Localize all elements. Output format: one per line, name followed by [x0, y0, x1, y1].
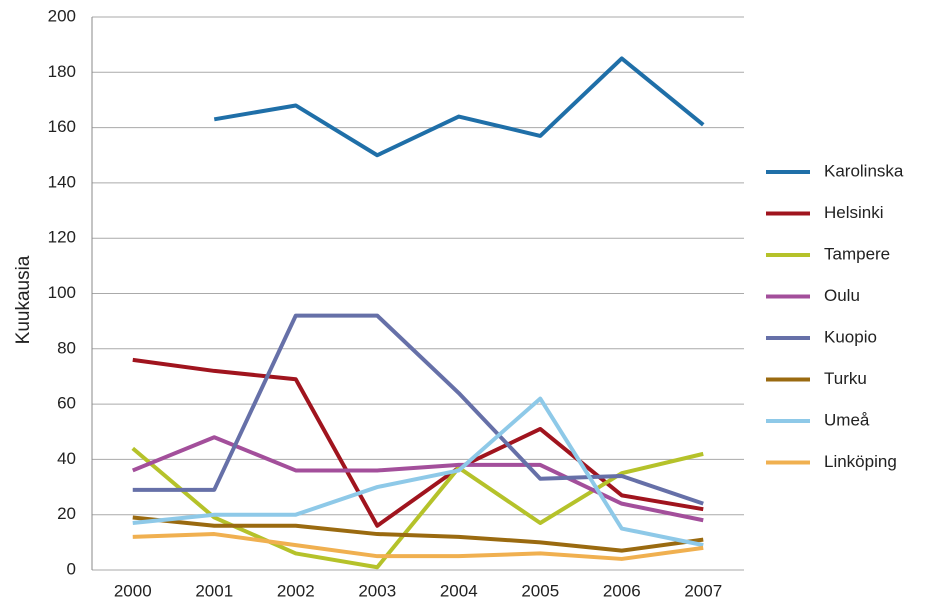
x-tick-label: 2007: [684, 581, 722, 600]
series-line: [213, 56, 705, 158]
y-tick-label: 100: [48, 283, 76, 302]
x-tick-label: 2006: [603, 581, 641, 600]
y-tick-label: 200: [48, 6, 76, 25]
y-tick-label: 60: [57, 394, 76, 413]
series-line: [132, 515, 704, 553]
x-tick-label: 2000: [114, 581, 152, 600]
x-tick-label: 2004: [440, 581, 478, 600]
legend-label: Oulu: [824, 286, 860, 305]
legend-label: Umeå: [824, 410, 870, 429]
series-line: [131, 446, 704, 570]
y-tick-label: 0: [67, 559, 76, 578]
y-tick-label: 20: [57, 504, 76, 523]
series-line: [132, 357, 704, 528]
y-tick-label: 120: [48, 228, 76, 247]
series-line: [132, 396, 704, 548]
y-tick-label: 80: [57, 338, 76, 357]
x-tick-label: 2005: [521, 581, 559, 600]
legend-label: Kuopio: [824, 327, 877, 346]
series-line: [131, 435, 704, 523]
y-tick-label: 180: [48, 62, 76, 81]
x-tick-label: 2003: [358, 581, 396, 600]
y-axis-label: Kuukausia: [13, 255, 34, 344]
series-line: [132, 532, 704, 561]
legend-label: Tampere: [824, 244, 890, 263]
legend-label: Helsinki: [824, 203, 884, 222]
x-tick-label: 2002: [277, 581, 315, 600]
y-tick-label: 40: [57, 449, 76, 468]
series-line: [132, 313, 704, 506]
legend-label: Karolinska: [824, 161, 904, 180]
legend-label: Linköping: [824, 452, 897, 471]
legend-label: Turku: [824, 369, 867, 388]
x-tick-label: 2001: [195, 581, 233, 600]
y-tick-label: 140: [48, 172, 76, 191]
y-tick-label: 160: [48, 117, 76, 136]
